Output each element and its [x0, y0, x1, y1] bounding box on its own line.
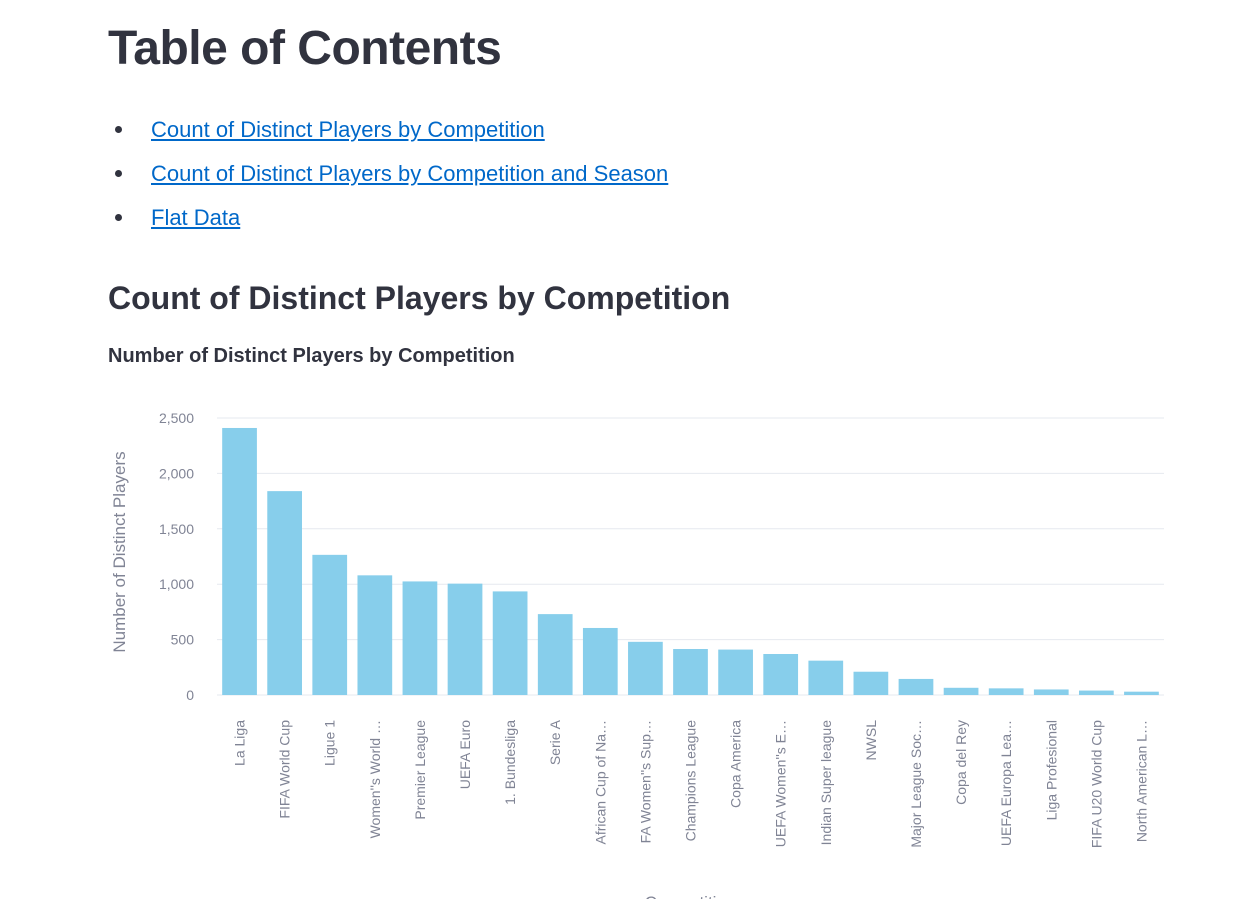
- chart-title: Number of Distinct Players by Competitio…: [108, 345, 515, 367]
- bar: [718, 649, 753, 695]
- bar: [492, 591, 528, 695]
- x-tick-label: FIFA U20 World Cup: [1088, 720, 1104, 848]
- bullet-icon: [115, 126, 122, 133]
- x-tick-label: Indian Super league: [818, 720, 834, 846]
- bar: [447, 583, 483, 695]
- y-tick-label: 2,500: [159, 410, 194, 426]
- toc-item: Count of Distinct Players by Competition: [108, 108, 668, 152]
- bar: [222, 427, 257, 695]
- y-axis-title: Number of Distinct Players: [110, 451, 129, 652]
- toc-item: Flat Data: [108, 196, 668, 240]
- bullet-icon: [115, 214, 122, 221]
- x-tick-label: NWSL: [863, 720, 879, 761]
- toc-item: Count of Distinct Players by Competition…: [108, 152, 668, 196]
- toc-link-distinct-players-by-competition-and-season[interactable]: Count of Distinct Players by Competition…: [151, 161, 669, 186]
- toc-title: Table of Contents: [108, 22, 502, 75]
- y-tick-label: 500: [171, 632, 195, 648]
- bar: [312, 554, 348, 695]
- x-tick-label: Ligue 1: [322, 720, 338, 766]
- bar: [582, 627, 618, 695]
- bar: [988, 688, 1024, 695]
- bar: [267, 491, 303, 695]
- x-axis-title: Competition: [645, 893, 736, 899]
- bar: [898, 678, 934, 695]
- x-tick-label: Copa del Rey: [953, 720, 969, 805]
- section-title: Count of Distinct Players by Competition: [108, 280, 731, 316]
- x-tick-label: Liga Profesional: [1043, 720, 1059, 820]
- bar: [763, 654, 799, 695]
- x-tick-label: FA Women''s Sup…: [637, 720, 653, 843]
- toc-link-flat-data[interactable]: Flat Data: [151, 205, 241, 230]
- x-tick-label: UEFA Europa Lea…: [998, 720, 1014, 846]
- bar: [628, 641, 663, 695]
- bar: [402, 581, 438, 695]
- bar: [1124, 691, 1159, 695]
- bar: [808, 660, 844, 695]
- bar: [853, 671, 889, 695]
- y-tick-label: 0: [186, 687, 194, 703]
- x-tick-label: African Cup of Na…: [592, 720, 608, 845]
- x-tick-label: Premier League: [412, 720, 428, 820]
- x-tick-label: UEFA Women''s E…: [773, 720, 789, 847]
- y-tick-label: 2,000: [159, 465, 194, 481]
- x-tick-label: Serie A: [547, 719, 563, 765]
- toc-link-distinct-players-by-competition[interactable]: Count of Distinct Players by Competition: [151, 117, 545, 142]
- x-tick-label: UEFA Euro: [457, 720, 473, 789]
- x-tick-label: 1. Bundesliga: [502, 720, 518, 805]
- bar: [673, 649, 708, 695]
- bar: [1078, 690, 1114, 695]
- bullet-icon: [115, 170, 122, 177]
- x-tick-label: Women''s World …: [367, 720, 383, 838]
- bar: [537, 614, 573, 695]
- x-tick-label: Copa America: [728, 720, 744, 808]
- x-tick-label: La Liga: [232, 720, 248, 766]
- y-tick-label: 1,000: [159, 576, 194, 592]
- x-tick-label: Major League Soc…: [908, 720, 924, 848]
- bar: [1033, 689, 1069, 695]
- toc-list: Count of Distinct Players by Competition…: [108, 108, 668, 240]
- x-tick-label: Champions League: [683, 720, 699, 842]
- bar: [943, 687, 979, 695]
- x-tick-label: North American L…: [1133, 720, 1149, 842]
- bar: [357, 575, 393, 695]
- y-tick-label: 1,500: [159, 521, 194, 537]
- x-tick-label: FIFA World Cup: [277, 720, 293, 819]
